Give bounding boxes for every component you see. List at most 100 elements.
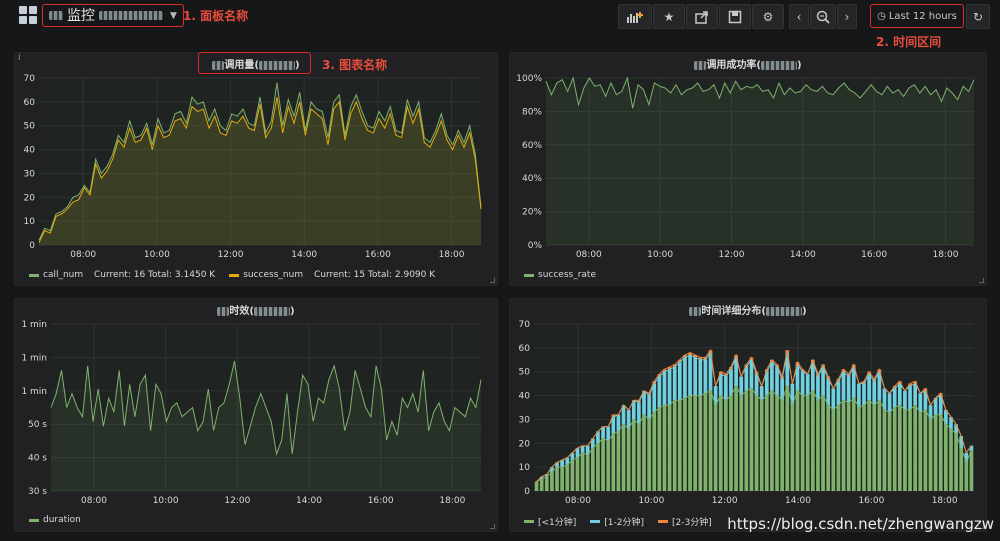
bar-segment — [734, 357, 738, 387]
legend-item-call-num[interactable]: call_num Current: 16 Total: 3.1450 K — [29, 270, 215, 280]
panel-success-rate[interactable]: 调用成功率() 0% 20% 40% 60% 80% 100% 08:00 10:00 12:0… — [509, 52, 987, 286]
panel-duration[interactable]: 时效() 30 s 40 s 50 s 1 min 1 min 1 min 08:00 10:… — [14, 298, 498, 532]
y-tick-label: 80% — [522, 107, 542, 117]
chart-title-highlight — [198, 52, 311, 74]
resize-handle[interactable] — [979, 278, 984, 283]
panel-title-text: 调用成功率 — [706, 60, 757, 71]
bar-segment — [897, 405, 902, 491]
bar-segment — [969, 450, 974, 491]
plot-area — [534, 324, 974, 491]
plot-area — [546, 78, 974, 245]
panel-title-text: 调用量 — [224, 60, 255, 71]
y-tick-label: 70 — [519, 320, 531, 330]
info-icon[interactable]: i — [18, 53, 21, 63]
legend-item-2-3min[interactable]: [2-3分钟] — [658, 515, 712, 528]
legend-item-lt-1min[interactable]: [<1分钟] — [524, 515, 576, 528]
panel-title[interactable]: 时间详细分布() — [510, 302, 986, 317]
bar-segment — [754, 395, 759, 491]
bar-segment — [949, 428, 953, 491]
bar-segment — [677, 400, 682, 491]
x-tick-label: 12:00 — [712, 496, 738, 506]
dashboard-grid-icon[interactable] — [19, 6, 37, 24]
legend-item-success-rate[interactable]: success_rate — [524, 270, 596, 280]
panel-time-distribution[interactable]: 时间详细分布() 0 10 20 30 40 50 60 70 08:00 10:00 12:00 1… — [509, 298, 987, 532]
bar-segment — [631, 419, 636, 491]
zoom-out-button[interactable] — [810, 4, 836, 29]
panel-title[interactable]: 调用量() — [15, 56, 497, 71]
save-button[interactable] — [719, 4, 751, 29]
bar-segment — [872, 405, 877, 491]
annotation-time-range: 2. 时间区间 — [876, 35, 942, 49]
bar-segment — [785, 386, 790, 491]
legend-swatch — [29, 273, 39, 277]
bar-segment — [575, 448, 580, 458]
chart-success-rate: 0% 20% 40% 60% 80% 100% 08:00 10:00 12:00 14:00 16… — [516, 74, 975, 260]
bar-segment — [872, 378, 877, 382]
x-tick-label: 14:00 — [785, 496, 811, 506]
bar-segment — [672, 400, 677, 491]
resize-handle[interactable] — [490, 278, 495, 283]
top-bar: 监控 ▼ 1. 面板名称 ★ ⚙ ‹ › ◷ Last 12 hours ↻ 2… — [0, 0, 1000, 49]
bar-segment — [938, 395, 943, 415]
panel-title[interactable]: 调用成功率() — [510, 56, 986, 71]
panel-call-volume[interactable]: i 调用量() 0 10 20 30 40 50 60 70 08:00 10:00 12:00 14… — [14, 52, 498, 286]
resize-handle[interactable] — [979, 524, 984, 529]
star-button[interactable]: ★ — [653, 4, 685, 29]
legend: [<1分钟] [1-2分钟] [2-3分钟] — [524, 515, 712, 528]
bar-segment — [585, 455, 590, 491]
legend: success_rate — [524, 270, 596, 280]
bar-segment — [544, 476, 549, 491]
y-tick-label: 0 — [524, 487, 530, 497]
time-forward-button[interactable]: › — [837, 4, 857, 29]
bar-segment — [836, 405, 841, 491]
bar-segment — [964, 452, 969, 463]
share-button[interactable] — [686, 4, 718, 29]
y-tick-label: 1 min — [21, 387, 47, 397]
chart-duration: 30 s 40 s 50 s 1 min 1 min 1 min 08:00 10:00 12:… — [21, 320, 482, 506]
bar-segment — [647, 419, 651, 491]
legend-swatch — [590, 520, 601, 523]
series-line-[<1分钟] — [536, 384, 972, 482]
bar-segment — [887, 412, 892, 491]
x-tick-label: 10:00 — [638, 496, 664, 506]
panel-title[interactable]: 时效() — [15, 302, 497, 317]
y-tick-label: 1 min — [21, 353, 47, 363]
resize-handle[interactable] — [490, 524, 495, 529]
legend-item-duration[interactable]: duration — [29, 515, 81, 525]
chart-call-volume: 0 10 20 30 40 50 60 70 08:00 10:00 12:00 14:00 16:00… — [24, 74, 482, 260]
clock-icon: ◷ — [877, 10, 886, 22]
x-tick-label: 14:00 — [291, 250, 317, 260]
bar-segment — [775, 366, 779, 396]
legend-item-success-num[interactable]: success_num Current: 15 Total: 2.9090 K — [229, 270, 435, 280]
x-tick-label: 12:00 — [718, 250, 744, 260]
bar-segment — [611, 417, 616, 434]
y-tick-label: 60 — [519, 344, 531, 354]
legend-item-1-2min[interactable]: [1-2分钟] — [590, 515, 644, 528]
bar-segment — [918, 393, 923, 413]
bar-segment — [897, 383, 902, 406]
dashboard-title-picker[interactable]: 监控 ▼ — [42, 4, 184, 27]
bar-segment — [749, 359, 754, 389]
bar-segment — [621, 424, 626, 491]
bar-segment — [892, 407, 897, 491]
bar-segment — [836, 381, 841, 406]
bar-segment — [662, 369, 667, 372]
bar-segment — [642, 414, 646, 491]
bar-segment — [570, 452, 575, 460]
time-range-picker[interactable]: ◷ Last 12 hours — [870, 4, 964, 28]
settings-button[interactable]: ⚙ — [752, 4, 784, 29]
y-tick-label: 30 — [519, 415, 531, 425]
watermark: https://blog.csdn.net/zhengwangzw — [727, 515, 994, 533]
bar-segment — [908, 386, 912, 410]
add-panel-button[interactable] — [618, 4, 652, 29]
time-back-button[interactable]: ‹ — [789, 4, 809, 29]
bar-segment — [831, 388, 836, 410]
blurred-text — [694, 60, 707, 70]
refresh-button[interactable]: ↻ — [966, 4, 990, 29]
bar-segment — [667, 366, 672, 370]
bar-segment — [601, 438, 605, 491]
bar-segment — [708, 390, 713, 491]
bar-segment — [657, 376, 662, 408]
save-icon — [728, 10, 742, 23]
bar-segment — [626, 409, 631, 429]
